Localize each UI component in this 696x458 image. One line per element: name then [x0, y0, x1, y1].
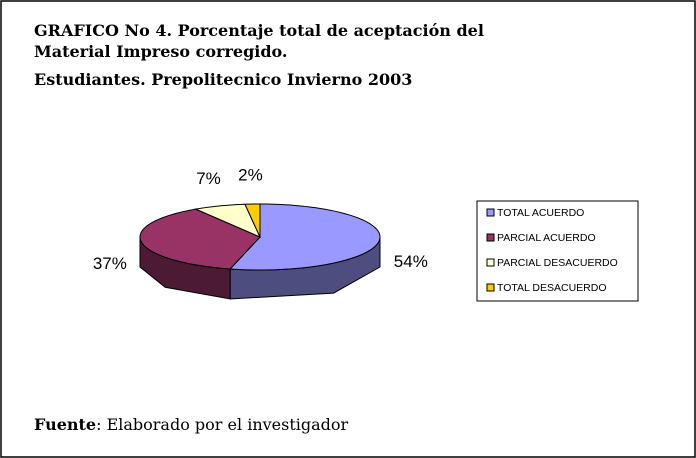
- legend-swatch: [486, 258, 495, 267]
- legend-swatch: [486, 283, 495, 292]
- chart-title: Estudiantes. Prepolitecnico Invierno 200…: [34, 70, 412, 89]
- data-label: 54%: [394, 252, 428, 271]
- data-label: 7%: [196, 169, 221, 188]
- pie-slice: [229, 203, 381, 271]
- legend-label: TOTAL ACUERDO: [497, 207, 584, 219]
- legend-label: PARCIAL ACUERDO: [497, 232, 596, 244]
- legend-swatch: [486, 233, 495, 242]
- source: Fuente: Elaborado por el investigador: [34, 415, 349, 434]
- source-text: : Elaborado por el investigador: [96, 415, 348, 434]
- data-label: 37%: [93, 254, 127, 273]
- data-label: 2%: [238, 166, 263, 185]
- legend-label: TOTAL DESACUERDO: [497, 282, 607, 294]
- chart-title: Material Impreso corregido.: [34, 42, 288, 61]
- pie-slice: [193, 203, 261, 238]
- chart-title: GRAFICO No 4. Porcentaje total de acepta…: [34, 21, 484, 40]
- pie-slice: [244, 203, 261, 238]
- legend-box: [476, 200, 639, 302]
- source-label: Fuente: [34, 415, 96, 434]
- legend-label: PARCIAL DESACUERDO: [497, 257, 618, 269]
- legend-swatch: [486, 208, 495, 217]
